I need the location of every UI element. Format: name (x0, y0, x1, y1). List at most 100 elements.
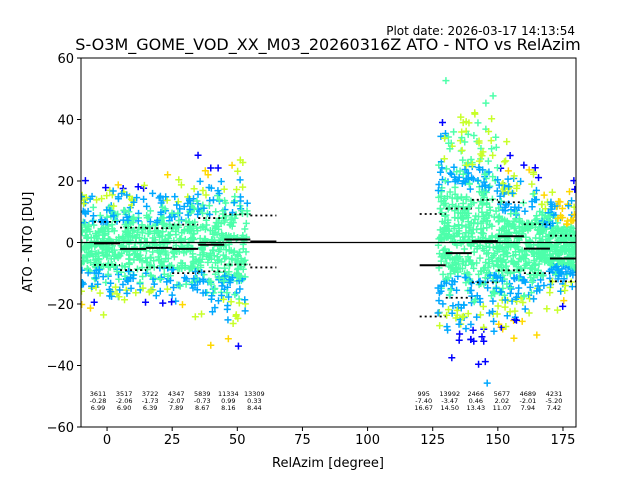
data-point (229, 320, 237, 328)
data-point (462, 325, 470, 333)
data-point (194, 151, 202, 159)
data-point (473, 292, 481, 300)
data-point (157, 215, 165, 223)
data-point (174, 209, 182, 217)
data-point (526, 237, 534, 245)
data-point (215, 196, 223, 204)
data-point (127, 284, 135, 292)
data-point (444, 133, 452, 141)
data-point (210, 285, 218, 293)
data-point (130, 198, 138, 206)
data-point (92, 259, 100, 267)
data-point (168, 291, 176, 299)
data-point (475, 204, 483, 212)
data-point (436, 205, 444, 213)
data-point (139, 272, 147, 280)
data-point (440, 155, 448, 163)
data-point (501, 303, 509, 311)
data-point (443, 311, 451, 319)
data-point (207, 184, 215, 192)
data-point (106, 292, 114, 300)
plot-date: Plot date: 2026-03-17 14:13:54 (386, 24, 575, 38)
data-point (81, 300, 86, 308)
data-point (568, 246, 576, 254)
data-point (492, 143, 500, 151)
data-point (495, 217, 503, 225)
data-point (202, 216, 210, 224)
data-point (220, 185, 228, 193)
data-point (208, 308, 216, 316)
data-point (479, 244, 487, 252)
bin-statistics (81, 198, 576, 318)
data-point (521, 278, 529, 286)
data-point (160, 214, 168, 222)
data-point (438, 188, 446, 196)
data-point (568, 217, 576, 225)
data-point (239, 183, 247, 191)
data-point (232, 312, 240, 320)
data-point (98, 225, 106, 233)
data-point (507, 210, 515, 218)
bin-stat-label: 7.94 (521, 404, 535, 412)
data-point (211, 229, 219, 237)
data-point (525, 309, 533, 317)
data-point (529, 265, 537, 273)
data-point (454, 177, 462, 185)
data-point (490, 213, 498, 221)
data-point (510, 334, 518, 342)
data-point (241, 256, 249, 264)
data-point (82, 210, 90, 218)
data-point (497, 288, 505, 296)
data-point (148, 240, 156, 248)
data-point (512, 316, 520, 324)
bin-stat-label: 5839 (194, 390, 211, 398)
data-point (121, 272, 129, 280)
data-point (159, 203, 167, 211)
data-point (453, 286, 461, 294)
data-point (491, 290, 499, 298)
data-point (113, 267, 121, 275)
data-point (465, 277, 473, 285)
data-point (461, 138, 469, 146)
data-point (550, 211, 558, 219)
data-point (438, 209, 446, 217)
data-point (489, 92, 497, 100)
data-point (180, 202, 188, 210)
data-point (462, 161, 470, 169)
y-tick-label: −60 (47, 421, 74, 436)
data-point (502, 157, 510, 165)
data-point (494, 176, 502, 184)
data-point (553, 306, 561, 314)
y-tick-label: −20 (47, 298, 74, 313)
data-point (551, 263, 559, 271)
data-point (445, 263, 453, 271)
data-point (519, 224, 527, 232)
data-point (100, 311, 108, 319)
bin-stat-label: 11334 (218, 390, 239, 398)
data-point (461, 261, 469, 269)
data-point (108, 225, 116, 233)
data-point (472, 212, 480, 220)
data-point (444, 326, 452, 334)
data-point (491, 250, 499, 258)
data-point (170, 283, 178, 291)
data-point (489, 151, 497, 159)
bin-stat-label: 2.02 (495, 397, 509, 405)
data-point (191, 313, 199, 321)
data-point (101, 231, 109, 239)
x-axis: 0 25 50 75 100 125 150 175 (103, 427, 575, 448)
data-point (474, 220, 482, 228)
data-point (95, 256, 103, 264)
data-point (104, 235, 112, 243)
data-point (141, 234, 149, 242)
data-point (143, 258, 151, 266)
data-point (558, 204, 566, 212)
data-point (473, 313, 481, 321)
data-point (478, 333, 486, 341)
data-point (231, 291, 239, 299)
data-point (435, 180, 443, 188)
data-point (504, 175, 512, 183)
data-point (566, 270, 574, 278)
data-point (535, 174, 543, 182)
data-point (458, 313, 466, 321)
